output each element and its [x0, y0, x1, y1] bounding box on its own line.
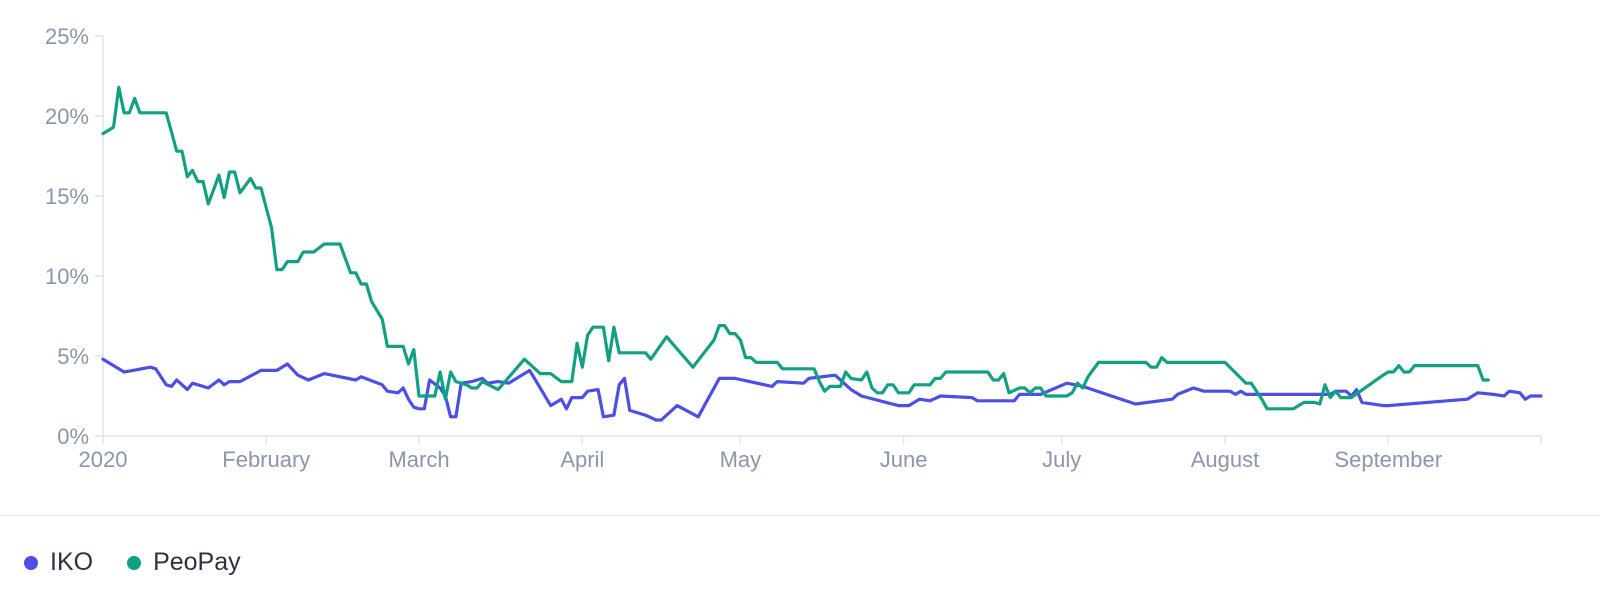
- x-tick-label: April: [560, 447, 604, 472]
- legend: IKO PeoPay: [24, 548, 241, 577]
- x-tick-label: May: [720, 447, 762, 472]
- y-tick-label: 5%: [57, 344, 89, 369]
- legend-label-peopay: PeoPay: [153, 548, 241, 576]
- legend-dot-peopay-icon: [127, 555, 142, 570]
- legend-divider: [0, 515, 1600, 516]
- line-chart: 0% 5% 10% 15% 20% 25% 2020 February March April M…: [45, 24, 1543, 472]
- x-tick-label: September: [1334, 447, 1442, 472]
- x-axis: [102, 36, 1541, 437]
- series-lines: [101, 85, 1543, 422]
- y-tick-label: 25%: [45, 24, 89, 49]
- x-tick-label: February: [222, 447, 310, 472]
- legend-item-peopay[interactable]: PeoPay: [127, 548, 241, 577]
- y-tick-label: 10%: [45, 264, 89, 289]
- x-tick-label: August: [1191, 447, 1260, 472]
- x-tick-label: 2020: [79, 447, 128, 472]
- y-tick-label: 20%: [45, 104, 89, 129]
- series-line-peopay: [101, 85, 1490, 411]
- legend-label-iko: IKO: [50, 548, 94, 576]
- legend-dot-iko-icon: [24, 555, 38, 570]
- x-tick-label: March: [388, 447, 449, 472]
- legend-item-iko[interactable]: IKO: [24, 548, 93, 577]
- x-axis-ticks: 2020 February March April May June July August S…: [79, 436, 1542, 472]
- y-tick-label: 15%: [45, 184, 89, 209]
- x-tick-label: June: [880, 447, 928, 472]
- y-axis: 0% 5% 10% 15% 20% 25%: [45, 24, 103, 449]
- x-tick-label: July: [1042, 447, 1081, 472]
- y-tick-label: 0%: [57, 424, 89, 449]
- series-line-iko: [101, 357, 1543, 422]
